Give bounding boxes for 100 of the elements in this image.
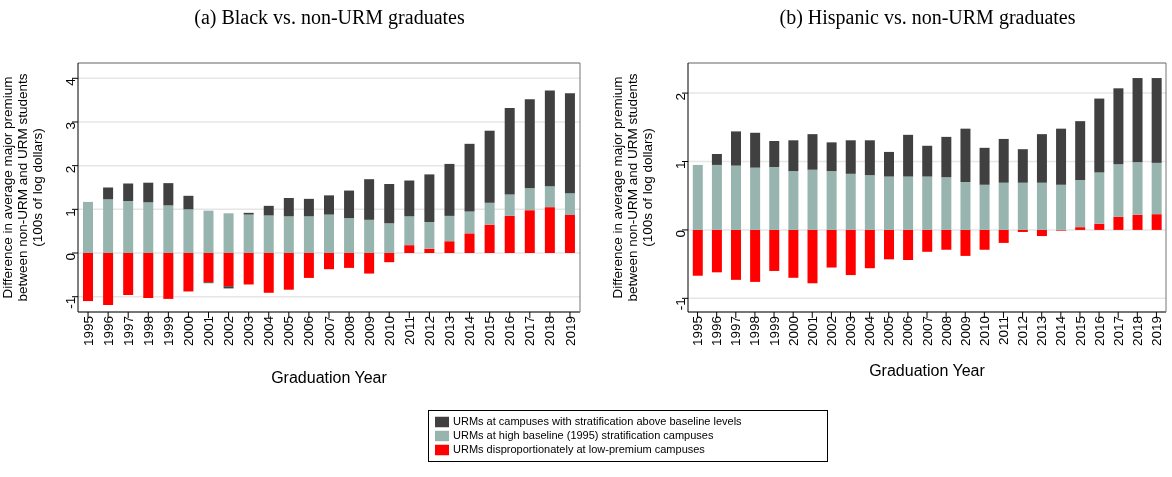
x-tick-label: 2004 (261, 315, 277, 347)
x-axis-title: Graduation Year (271, 369, 388, 386)
bar (283, 216, 294, 254)
x-tick-label: 2008 (341, 316, 357, 347)
x-tick-label: 1998 (140, 316, 156, 347)
bar (123, 183, 134, 202)
y-tick-label: 3 (62, 121, 78, 130)
x-tick-label: 2003 (241, 316, 257, 347)
x-tick-label: 2009 (361, 316, 377, 347)
x-tick-label: 2011 (401, 316, 417, 346)
bar (283, 253, 294, 290)
y-tick-label: 0 (62, 253, 78, 261)
x-tick-label: 2003 (843, 316, 859, 347)
x-tick-label: 2004 (862, 315, 878, 347)
x-tick-label: 2005 (281, 316, 297, 347)
x-tick-label: 2013 (442, 316, 458, 347)
y-axis-title: Difference in average major premium between non-URM and URM students (100s of log dollars) (610, 73, 655, 302)
x-tick-label: 2015 (482, 316, 498, 347)
bar (364, 179, 375, 220)
bar (303, 198, 314, 217)
bar (524, 99, 535, 189)
x-tick-label: 1995 (80, 316, 96, 347)
bar (444, 163, 455, 216)
x-tick-label: 2007 (321, 316, 337, 347)
x-tick-label: 2000 (181, 316, 197, 347)
chart-title: (a) Black vs. non-URM graduates (193, 6, 466, 29)
y-tick-label: 2 (62, 165, 78, 174)
bar (344, 190, 355, 219)
x-tick-label: 2006 (900, 316, 916, 347)
x-tick-label: 2008 (938, 316, 954, 347)
bar (303, 253, 314, 278)
bar (123, 253, 134, 295)
y-tick-label: -1 (672, 298, 688, 311)
x-axis-title: Graduation Year (869, 362, 986, 379)
bar (524, 210, 535, 254)
bar (344, 253, 355, 268)
x-tick-label: 2000 (785, 316, 801, 347)
legend-label: URMs at high baseline (1995) stratification campuses (453, 429, 714, 442)
x-tick-label: 2002 (221, 316, 237, 347)
bar (384, 223, 395, 254)
bar (404, 245, 415, 254)
x-tick-label: 2013 (1034, 316, 1050, 347)
x-tick-label: 2002 (823, 316, 839, 347)
bar (404, 216, 415, 246)
bar (183, 195, 194, 210)
bar (384, 253, 395, 263)
bar (384, 184, 395, 224)
x-tick-label: 2005 (881, 316, 897, 347)
y-tick-label: 1 (672, 161, 688, 170)
bar (183, 253, 194, 292)
x-tick-label: 2010 (976, 316, 992, 347)
bar (263, 253, 274, 293)
bar (163, 253, 174, 299)
bar (83, 253, 94, 302)
bar (203, 253, 214, 283)
bar (504, 215, 515, 254)
y-tick-label: 2 (672, 93, 688, 101)
x-tick-label: 2016 (502, 316, 518, 347)
legend-label: URMs disproportionately at low-premium campuses (453, 443, 705, 456)
bar (364, 253, 375, 274)
x-tick-label: 1996 (100, 316, 116, 347)
bar (524, 188, 535, 211)
bar (163, 183, 174, 206)
bar (243, 214, 254, 254)
bar (103, 253, 114, 306)
x-tick-label: 2014 (1053, 315, 1069, 347)
x-tick-label: 1999 (160, 316, 176, 347)
x-tick-label: 2018 (1129, 316, 1145, 347)
bar (464, 211, 475, 234)
bar (223, 213, 234, 254)
bar (504, 194, 515, 216)
bar (544, 90, 555, 187)
bar (504, 107, 515, 195)
bar (223, 253, 234, 287)
x-tick-label: 2012 (421, 316, 437, 347)
bar (424, 174, 435, 223)
x-tick-label: 1996 (709, 316, 725, 347)
bar (283, 197, 294, 217)
bar (203, 210, 214, 254)
bar (103, 187, 114, 200)
x-tick-label: 1998 (747, 316, 763, 347)
x-tick-label: 2001 (804, 316, 820, 347)
x-tick-label: 2016 (1091, 316, 1107, 347)
bar (444, 215, 455, 242)
bar (344, 218, 355, 254)
bar (183, 209, 194, 254)
bar (564, 93, 575, 194)
bar (464, 233, 475, 254)
bar (123, 201, 134, 254)
x-tick-label: 2019 (562, 316, 578, 347)
bar (263, 215, 274, 254)
y-tick-label: 1 (62, 209, 78, 217)
bar (544, 207, 555, 254)
y-tick-label: 4 (62, 77, 78, 86)
bar (564, 215, 575, 254)
x-tick-label: 2014 (462, 315, 478, 347)
bar (484, 202, 495, 225)
bar (103, 199, 114, 254)
bar (444, 241, 455, 254)
bar (323, 253, 334, 270)
